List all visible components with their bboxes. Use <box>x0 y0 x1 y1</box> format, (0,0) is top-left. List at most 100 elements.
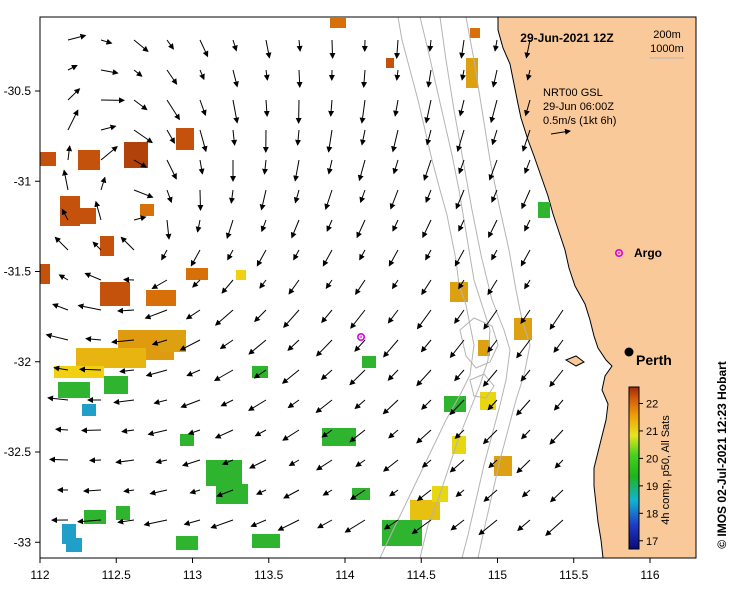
current-arrow <box>426 69 433 88</box>
colorbar-label: 4h comp, p50, All Sats <box>660 415 672 525</box>
sst-patch <box>382 520 422 546</box>
current-arrow <box>52 303 69 311</box>
current-arrow <box>67 109 79 131</box>
sst-patch <box>116 506 130 520</box>
current-arrow <box>183 519 201 526</box>
current-arrow <box>133 99 148 111</box>
current-arrow <box>355 459 366 467</box>
current-arrow <box>155 458 168 465</box>
current-arrow <box>61 208 69 221</box>
sst-patch <box>494 456 512 476</box>
current-arrow <box>520 309 531 325</box>
current-arrow <box>349 489 366 500</box>
current-arrow <box>283 309 300 328</box>
sst-patch <box>452 436 466 454</box>
lat-tick-label: -31 <box>14 174 32 188</box>
current-arrow <box>133 39 149 53</box>
current-arrow <box>489 99 498 124</box>
colorbar-ticks: 22 21 20 19 18 17 <box>639 398 658 548</box>
colorbar-tick-label: 21 <box>646 426 658 438</box>
current-arrow <box>262 159 269 175</box>
sst-patch <box>146 290 176 306</box>
argo-label: Argo <box>634 246 662 260</box>
current-arrow <box>287 339 300 351</box>
sst-patch <box>386 58 394 68</box>
current-arrow <box>354 399 366 410</box>
current-arrow <box>190 249 201 267</box>
current-arrow <box>454 369 465 382</box>
current-arrow <box>199 39 209 58</box>
contour-1000m-label: 1000m <box>650 43 684 55</box>
current-arrow <box>516 459 531 474</box>
sst-patch <box>40 152 56 166</box>
colorbar-tick-label: 18 <box>646 508 658 520</box>
current-arrow <box>249 459 267 469</box>
current-arrow <box>388 249 399 267</box>
current-arrow <box>521 489 531 498</box>
current-arrow <box>521 129 531 152</box>
current-arrow <box>100 176 107 191</box>
sst-patch <box>58 382 90 398</box>
current-arrow <box>483 489 498 502</box>
current-arrow <box>210 519 234 529</box>
lon-tick-label: 113.5 <box>254 568 283 582</box>
current-arrow <box>185 309 201 320</box>
current-arrow <box>225 219 234 240</box>
current-arrow <box>487 279 498 296</box>
current-arrow <box>214 429 234 439</box>
current-arrow <box>549 489 564 503</box>
current-arrow <box>425 129 432 146</box>
sst-patch <box>252 366 268 378</box>
current-arrow <box>77 518 102 525</box>
current-arrow <box>256 249 267 267</box>
current-arrow <box>67 88 81 101</box>
current-arrow <box>255 489 267 495</box>
current-arrow <box>554 459 564 469</box>
lon-axis-labels: 112 112.5 113 113.5 114 114.5 115 115.5 116 <box>30 568 659 582</box>
current-arrow <box>228 189 235 204</box>
current-arrow <box>458 219 465 232</box>
current-arrow <box>493 39 499 52</box>
current-arrow <box>263 99 270 117</box>
current-arrow <box>454 249 465 267</box>
current-arrow <box>100 145 118 161</box>
lat-tick-label: -30.5 <box>4 84 32 98</box>
current-arrow <box>524 39 531 59</box>
current-arrow <box>166 159 177 180</box>
sst-patch <box>82 404 96 416</box>
current-arrow <box>117 307 135 314</box>
map-title: 29-Jun-2021 12Z <box>520 31 613 45</box>
current-arrow <box>187 429 201 436</box>
current-arrow <box>350 309 366 329</box>
current-arrow <box>67 64 78 71</box>
current-arrow <box>179 339 201 351</box>
current-arrow <box>100 124 117 131</box>
vector-scale-label: 0.5m/s (1kt 6h) <box>543 115 616 127</box>
current-arrow <box>460 69 466 81</box>
current-arrow <box>525 69 532 81</box>
current-arrow <box>455 189 465 210</box>
current-arrow <box>411 519 432 535</box>
current-arrow <box>491 249 498 261</box>
current-arrow <box>491 69 498 88</box>
current-arrow <box>449 399 465 416</box>
current-arrow <box>545 519 564 536</box>
current-arrow <box>186 369 201 377</box>
current-arrow <box>287 399 300 409</box>
offshore-argo-marker <box>356 332 365 341</box>
current-arrow <box>192 279 201 288</box>
current-arrow <box>282 429 300 441</box>
current-arrow <box>161 249 168 261</box>
sst-patch <box>410 500 440 520</box>
current-arrow <box>166 129 175 144</box>
current-arrow <box>180 399 201 409</box>
current-arrow <box>422 219 432 239</box>
current-arrow <box>449 339 465 359</box>
current-arrow <box>143 519 168 527</box>
current-arrow <box>482 429 498 445</box>
current-arrow <box>423 159 432 181</box>
current-arrow <box>296 39 303 52</box>
current-arrow <box>254 429 267 437</box>
current-arrow <box>360 129 366 146</box>
